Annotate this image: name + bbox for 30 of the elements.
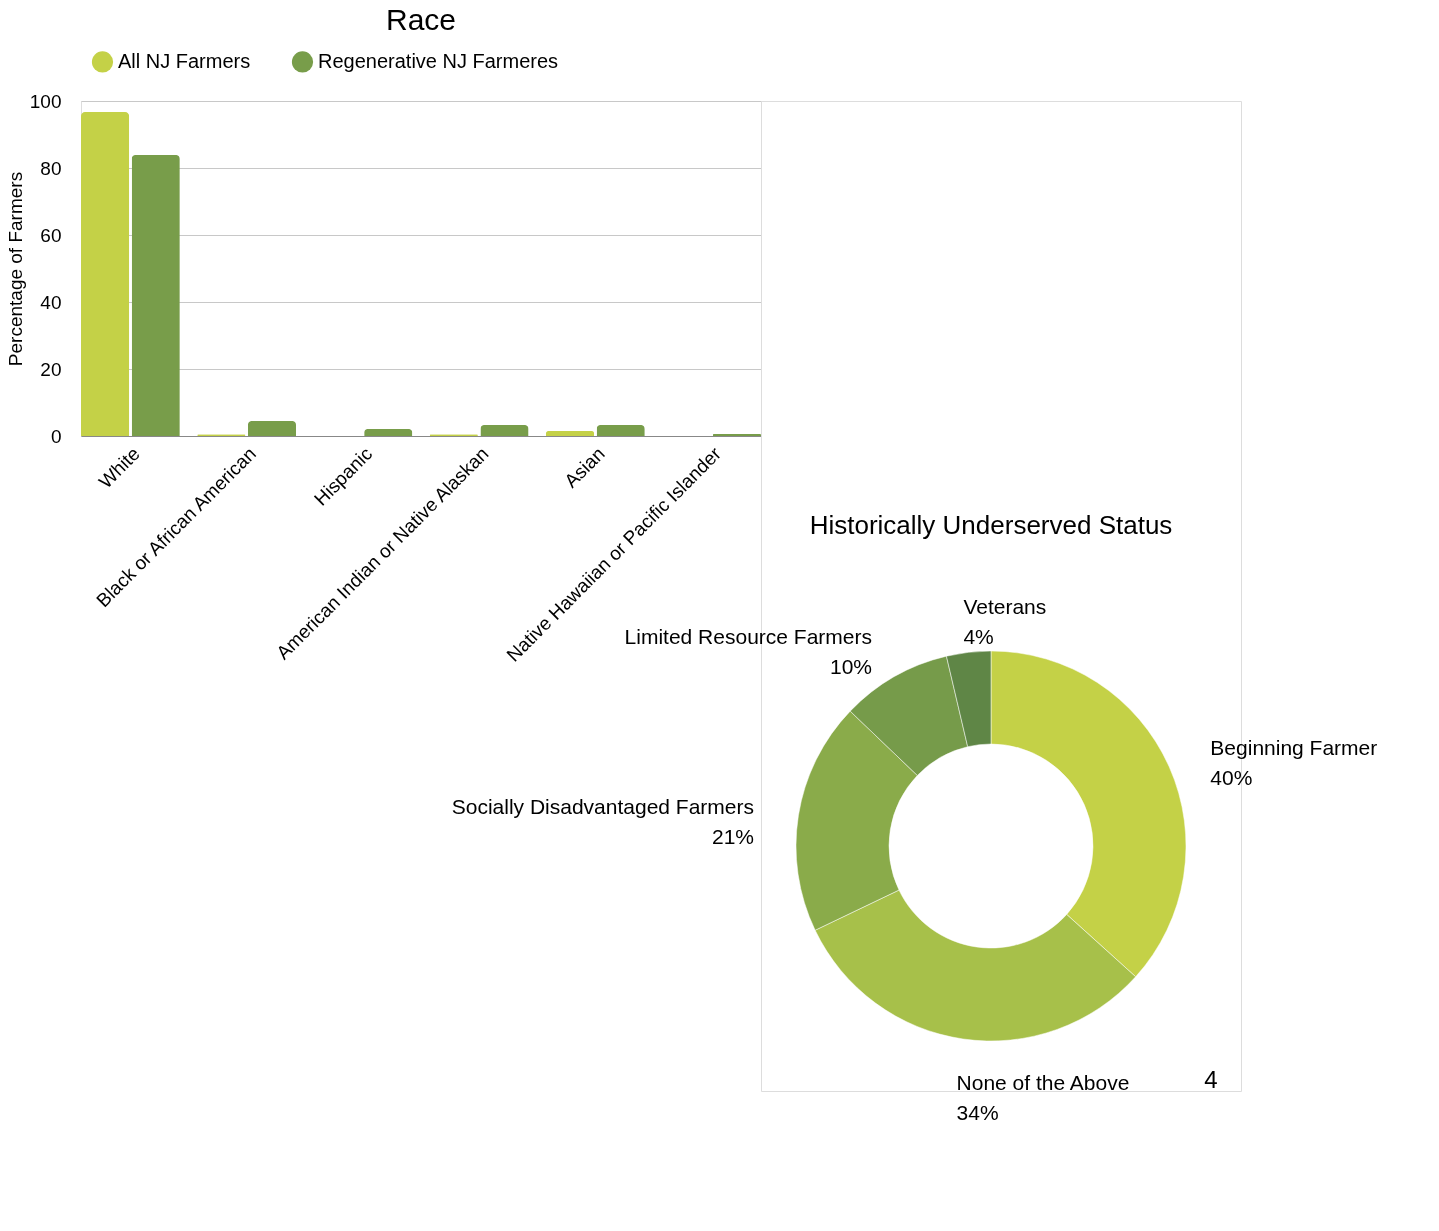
slice-label: Socially Disadvantaged Farmers: [451, 795, 755, 819]
bar: [364, 428, 413, 436]
bar: [545, 430, 595, 436]
legend-label: Regenerative NJ Farmeres: [318, 49, 559, 72]
bar: [131, 154, 180, 436]
y-tick-label: 40: [40, 291, 62, 313]
y-tick-label: 20: [40, 358, 62, 380]
y-tick-label: 100: [29, 90, 62, 112]
legend-label: All NJ Farmers: [118, 49, 251, 72]
slice-label: Beginning Farmer: [1210, 735, 1378, 759]
y-tick-label: 80: [40, 157, 62, 179]
data-label: 34%: [956, 1100, 999, 1124]
text: 4: [1204, 1066, 1218, 1093]
y-tick-label: 60: [40, 224, 62, 246]
chart-title: Race: [385, 3, 457, 36]
data-label: 21%: [711, 825, 755, 849]
bar: [247, 420, 297, 436]
data-label: 10%: [829, 654, 872, 678]
bar: [81, 112, 130, 436]
y-axis-title: Percentage of Farmers: [4, 171, 26, 367]
data-label: 4%: [963, 624, 994, 648]
data-label: 40%: [1210, 765, 1253, 789]
bar: [712, 433, 761, 436]
slice-label: Veterans: [963, 594, 1047, 618]
slice-label: Limited Resource Farmers: [624, 624, 872, 648]
bar: [480, 424, 529, 436]
bar: [596, 424, 645, 436]
chart-title: Historically Underserved Status: [809, 510, 1173, 540]
slice-label: None of the Above: [956, 1070, 1130, 1094]
y-tick-label: 0: [50, 425, 62, 447]
